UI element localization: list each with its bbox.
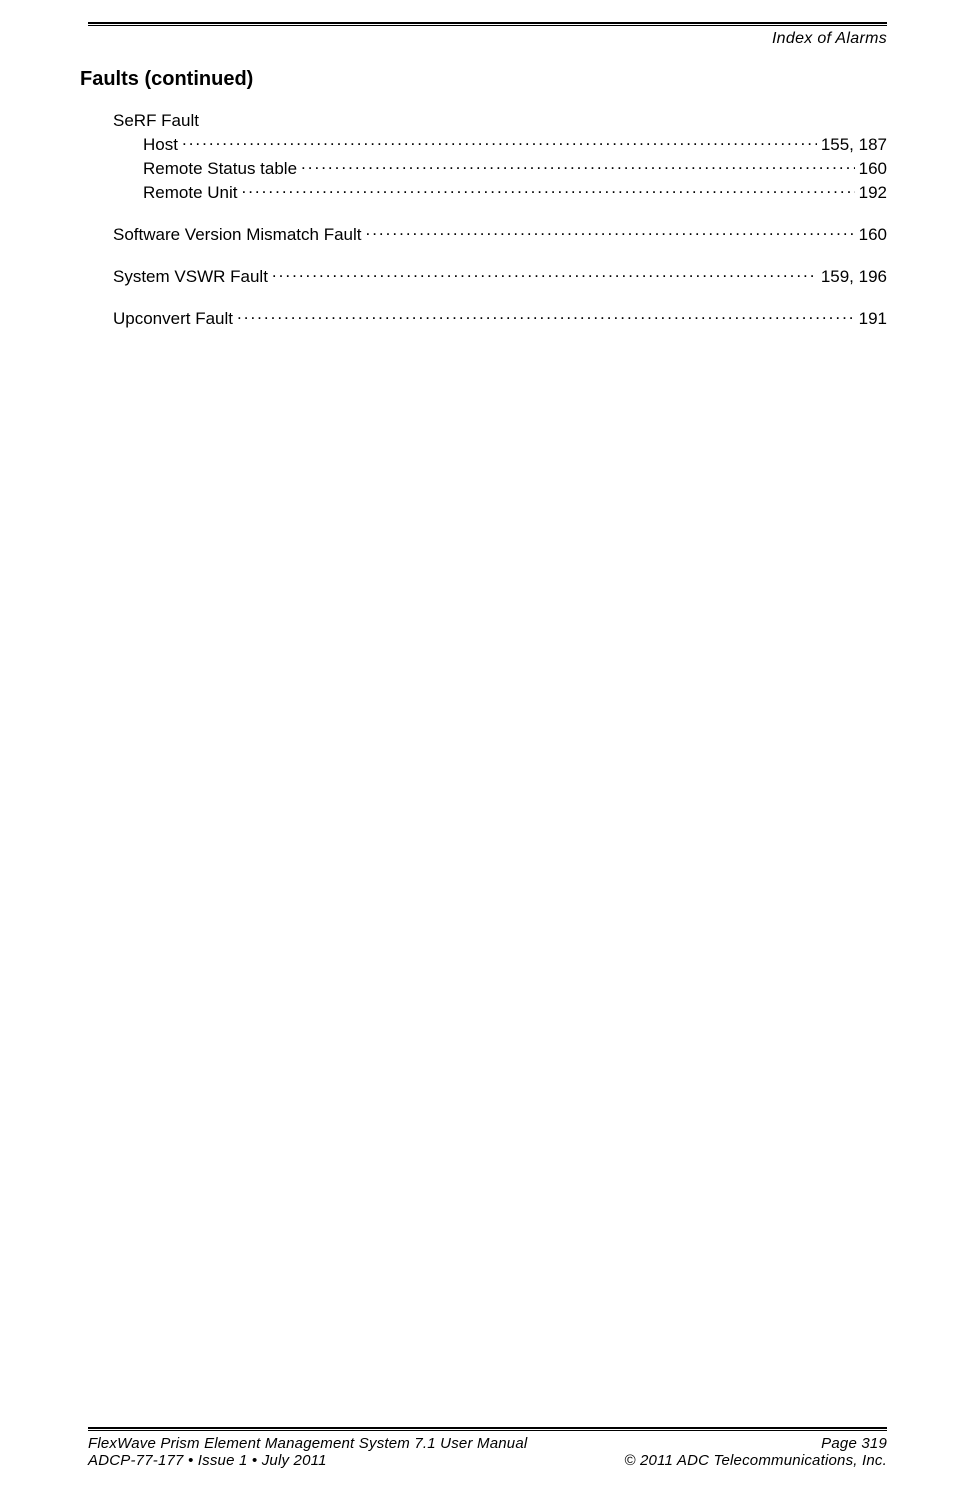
footer-manual-title: FlexWave Prism Element Management System… <box>88 1435 527 1452</box>
footer-doc-id: ADCP-77-177 • Issue 1 • July 2011 <box>88 1452 327 1469</box>
footer-rule <box>88 1427 887 1431</box>
index-entry: System VSWR Fault 159, 196 <box>113 265 887 287</box>
index-group: System VSWR Fault 159, 196 <box>88 265 887 287</box>
index-entry-label: Remote Status table <box>143 159 297 179</box>
footer-row-2: ADCP-77-177 • Issue 1 • July 2011 © 2011… <box>88 1452 887 1469</box>
index-group: Upconvert Fault 191 <box>88 307 887 329</box>
index-entry: Remote Status table 160 <box>143 157 887 179</box>
index-group: Software Version Mismatch Fault 160 <box>88 223 887 245</box>
index-entry-label: Software Version Mismatch Fault <box>113 225 361 245</box>
index-entry-pages: 160 <box>859 225 887 245</box>
index-entry-label: System VSWR Fault <box>113 267 268 287</box>
running-header: Index of Alarms <box>88 30 887 48</box>
index-entry-pages: 191 <box>859 309 887 329</box>
footer-page-number: Page 319 <box>821 1435 887 1452</box>
index-leader-dots <box>365 223 854 240</box>
index-leader-dots <box>237 307 855 324</box>
index-leader-dots <box>301 157 855 174</box>
index-leader-dots <box>182 133 817 150</box>
index-entry-pages: 159, 196 <box>821 267 887 287</box>
index-entry: Software Version Mismatch Fault 160 <box>113 223 887 245</box>
index-leader-dots <box>241 181 854 198</box>
index-entry: Host 155, 187 <box>143 133 887 155</box>
index-entry-label: Host <box>143 135 178 155</box>
footer-copyright: © 2011 ADC Telecommunications, Inc. <box>624 1452 887 1469</box>
index-entry-pages: 160 <box>859 159 887 179</box>
page-footer: FlexWave Prism Element Management System… <box>88 1427 887 1469</box>
index-entry-label: Remote Unit <box>143 183 237 203</box>
index-entry-pages: 155, 187 <box>821 135 887 155</box>
section-heading: Faults (continued) <box>80 68 887 91</box>
page-container: Index of Alarms Faults (continued) SeRF … <box>0 0 975 1505</box>
index-entry-pages: 192 <box>859 183 887 203</box>
index-leader-dots <box>272 265 817 282</box>
index-group: SeRF Fault Host 155, 187 Remote Status t… <box>88 111 887 203</box>
index-entry: Remote Unit 192 <box>143 181 887 203</box>
index-entry: Upconvert Fault 191 <box>113 307 887 329</box>
header-rule <box>88 22 887 26</box>
index-content: SeRF Fault Host 155, 187 Remote Status t… <box>88 111 887 1505</box>
index-entry-label: Upconvert Fault <box>113 309 233 329</box>
footer-row-1: FlexWave Prism Element Management System… <box>88 1435 887 1452</box>
index-group-label: SeRF Fault <box>113 111 887 131</box>
